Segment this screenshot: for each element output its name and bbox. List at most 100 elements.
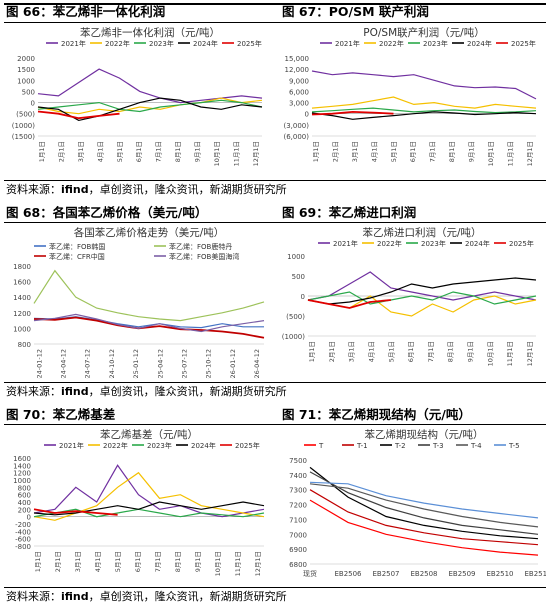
series-line bbox=[33, 508, 118, 516]
series-line bbox=[33, 316, 265, 339]
source-prefix: 资料来源： bbox=[6, 183, 61, 196]
y-tick-label: 500 bbox=[22, 88, 35, 96]
legend-label: T-3 bbox=[432, 442, 444, 450]
y-tick-label: -800 bbox=[15, 543, 31, 551]
x-tick-label: EB2506 bbox=[334, 570, 362, 578]
x-tick-label: 6月1日 bbox=[134, 551, 142, 572]
figure-69-title: 图 69：苯乙烯进口利润 bbox=[282, 205, 417, 220]
source-rule-row3 bbox=[4, 587, 546, 588]
chart-styrene-term-structure: 苯乙烯期现结构（元/吨） 7500 7400 7300 7200 7100 7000 6900… bbox=[289, 428, 546, 578]
series-line bbox=[37, 68, 263, 104]
x-tick-label: 1月1日 bbox=[312, 141, 320, 162]
title-rule-row1 bbox=[4, 22, 546, 23]
y-tick-label: 7300 bbox=[289, 487, 307, 495]
y-tick-label: 7400 bbox=[289, 472, 307, 480]
x-tick-label: 7月1日 bbox=[429, 141, 437, 162]
y-tick-label: 1000 bbox=[13, 477, 31, 485]
y-tick-label: 1000 bbox=[287, 253, 305, 261]
y-tick-label: (6,000) bbox=[283, 133, 309, 141]
y-tick-label: -400 bbox=[15, 528, 31, 536]
chart-styrene-import-profit: 苯乙烯进口利润（元/吨） 1000 500 0 (500) (1000)1月1日 2月1日 3… bbox=[282, 226, 537, 366]
legend-label: 2025年 bbox=[237, 39, 262, 48]
series-line bbox=[33, 464, 265, 518]
legend-label: 2023年 bbox=[149, 39, 174, 48]
legend-label: 2024年 bbox=[465, 239, 490, 248]
legend-label: 2022年 bbox=[379, 39, 404, 48]
figure-67-title: 图 67：PO/SM 联产利润 bbox=[282, 4, 429, 19]
series-line bbox=[37, 97, 263, 115]
x-tick-label: 11月1日 bbox=[507, 141, 515, 166]
chart-title: 苯乙烯期现结构（元/吨） bbox=[364, 428, 483, 441]
y-tick-label: 9,000 bbox=[289, 77, 309, 85]
y-tick-label: 1500 bbox=[17, 66, 35, 74]
x-tick-label: EB2511 bbox=[524, 570, 546, 578]
y-tick-label: (3,000) bbox=[283, 122, 309, 130]
legend-label: 2021年 bbox=[59, 441, 84, 450]
x-tick-label: EB2507 bbox=[372, 570, 399, 578]
y-tick-label: 7000 bbox=[289, 531, 307, 539]
x-tick-label: 7月1日 bbox=[155, 141, 163, 162]
figure-70-title: 图 70：苯乙烯基差 bbox=[6, 407, 116, 422]
y-tick-label: 1200 bbox=[13, 310, 31, 318]
x-tick-label: 4月1日 bbox=[367, 341, 375, 362]
x-tick-label: 4月1日 bbox=[370, 141, 378, 162]
series-line bbox=[33, 508, 265, 518]
x-tick-label: 7月1日 bbox=[427, 341, 435, 362]
x-tick-label: 2025-10-12 bbox=[205, 349, 213, 379]
y-tick-label: 1400 bbox=[13, 294, 31, 302]
x-tick-label: 8月1日 bbox=[174, 141, 182, 162]
series-line bbox=[33, 313, 265, 333]
title-rule-row3 bbox=[4, 424, 546, 425]
series-line bbox=[309, 499, 539, 556]
legend-label: 2022年 bbox=[103, 441, 128, 450]
chart-title: 苯乙烯进口利润（元/吨） bbox=[362, 226, 481, 239]
series-line bbox=[33, 471, 265, 521]
x-tick-label: 1月1日 bbox=[34, 551, 42, 572]
legend-label: T-2 bbox=[394, 442, 406, 450]
y-tick-label: 1600 bbox=[13, 455, 31, 463]
legend-label: 2024年 bbox=[193, 39, 218, 48]
legend-label: T-5 bbox=[508, 442, 520, 450]
x-tick-label: 2025-07-12 bbox=[181, 349, 189, 379]
y-tick-label: -600 bbox=[15, 536, 31, 544]
source-prefix: 资料来源： bbox=[6, 590, 61, 603]
x-tick-label: 2024-07-12 bbox=[84, 349, 92, 379]
x-tick-label: 5月1日 bbox=[387, 341, 395, 362]
legend-label: 苯乙烯：FOB美国海湾 bbox=[169, 252, 239, 261]
series-line bbox=[309, 471, 539, 535]
x-tick-label: 10月1日 bbox=[214, 551, 222, 576]
legend-label: 2024年 bbox=[467, 39, 492, 48]
x-tick-label: 3月1日 bbox=[77, 141, 85, 162]
legend-label: 2022年 bbox=[377, 239, 402, 248]
series-line bbox=[37, 97, 263, 122]
y-tick-label: 7100 bbox=[289, 516, 307, 524]
legend-label: 苯乙烯：FOB韩国 bbox=[49, 242, 105, 251]
y-tick-label: 7500 bbox=[289, 457, 307, 465]
y-tick-label: -200 bbox=[15, 521, 31, 529]
x-tick-label: 11月1日 bbox=[233, 141, 241, 166]
legend-label: 2025年 bbox=[511, 39, 536, 48]
chart-styrene-basis: 苯乙烯基差（元/吨）16001400120010008006004002000-… bbox=[13, 428, 265, 576]
series-line bbox=[307, 277, 537, 305]
legend-label: 2025年 bbox=[509, 239, 534, 248]
x-tick-label: 3月1日 bbox=[351, 141, 359, 162]
y-tick-label: 12,000 bbox=[285, 66, 310, 74]
x-tick-label: 6月1日 bbox=[407, 341, 415, 362]
chart-title: 各国苯乙烯价格走势（美元/吨） bbox=[74, 226, 225, 239]
series-line bbox=[37, 99, 263, 113]
y-tick-label: (1000) bbox=[12, 122, 36, 130]
y-tick-label: 0 bbox=[27, 514, 31, 522]
figure-68-title: 图 68：各国苯乙烯价格（美元/吨） bbox=[6, 205, 208, 220]
y-tick-label: 1600 bbox=[13, 279, 31, 287]
y-tick-label: 15,000 bbox=[285, 55, 310, 63]
chart-title: 苯乙烯基差（元/吨） bbox=[100, 428, 198, 441]
y-tick-label: 6,000 bbox=[289, 88, 309, 96]
x-tick-label: 6月1日 bbox=[409, 141, 417, 162]
y-tick-label: (500) bbox=[16, 111, 35, 119]
x-tick-label: 9月1日 bbox=[194, 551, 202, 572]
x-tick-label: 8月1日 bbox=[447, 341, 455, 362]
top-rule bbox=[4, 3, 546, 5]
y-tick-label: 7200 bbox=[289, 502, 307, 510]
y-tick-label: (500) bbox=[286, 313, 305, 321]
x-tick-label: 2026-01-12 bbox=[229, 349, 237, 379]
